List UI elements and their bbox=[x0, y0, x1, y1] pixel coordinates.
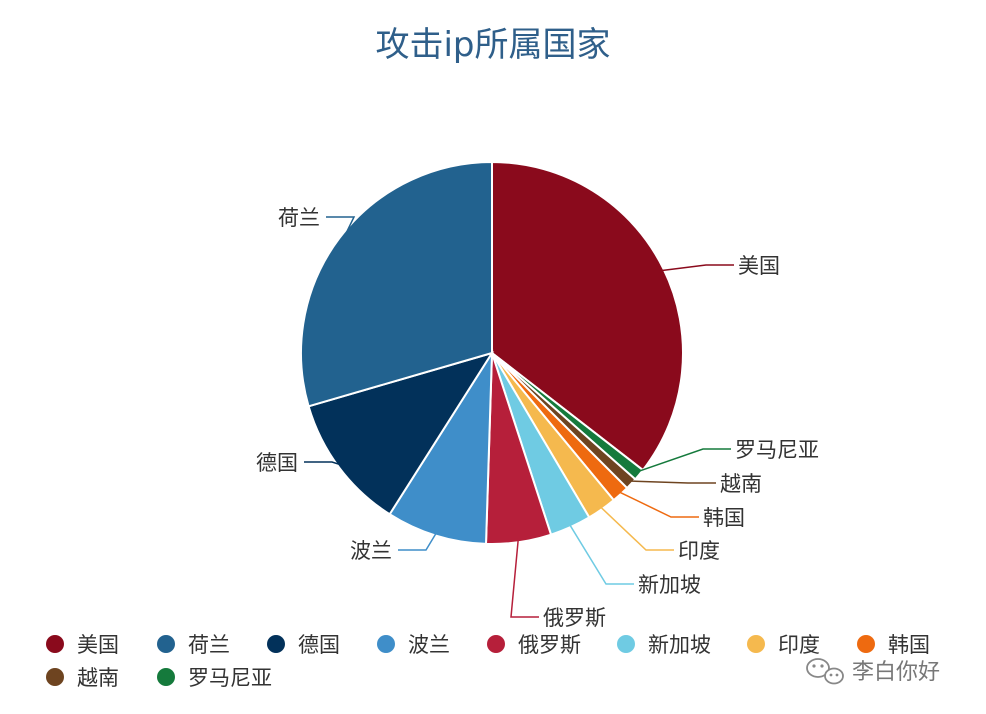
legend-item[interactable]: 印度 bbox=[747, 633, 820, 657]
leader-line bbox=[510, 538, 539, 618]
legend-marker bbox=[46, 635, 64, 653]
legend-item[interactable]: 俄罗斯 bbox=[487, 633, 581, 657]
watermark-text: 李白你好 bbox=[852, 660, 940, 685]
slice-label: 新加坡 bbox=[638, 573, 701, 597]
legend-label: 越南 bbox=[77, 666, 119, 690]
legend-item[interactable]: 新加坡 bbox=[617, 633, 711, 657]
legend-label: 罗马尼亚 bbox=[188, 666, 272, 690]
pie-slice bbox=[491, 160, 684, 472]
legend-item[interactable]: 罗马尼亚 bbox=[157, 666, 272, 690]
legend-label: 美国 bbox=[77, 633, 119, 657]
legend-label: 德国 bbox=[298, 633, 340, 657]
legend-item[interactable]: 波兰 bbox=[377, 633, 450, 657]
leader-line bbox=[659, 264, 734, 272]
legend-marker bbox=[157, 668, 175, 686]
legend-label: 荷兰 bbox=[188, 633, 230, 657]
slice-label: 波兰 bbox=[350, 539, 392, 563]
legend-marker bbox=[377, 635, 395, 653]
slice-label: 越南 bbox=[720, 472, 762, 496]
legend-label: 韩国 bbox=[888, 633, 930, 657]
slice-label: 荷兰 bbox=[278, 206, 320, 230]
leader-line bbox=[398, 531, 438, 551]
legend-item[interactable]: 荷兰 bbox=[157, 633, 230, 657]
slice-label: 印度 bbox=[678, 539, 720, 563]
leader-line bbox=[599, 505, 674, 551]
slice-label: 俄罗斯 bbox=[543, 606, 606, 630]
legend-item[interactable]: 越南 bbox=[46, 666, 119, 690]
pie-slices bbox=[300, 160, 684, 545]
wechat-icon bbox=[806, 658, 844, 685]
leader-line bbox=[628, 480, 716, 484]
slice-label: 韩国 bbox=[703, 506, 745, 530]
legend-marker bbox=[46, 668, 64, 686]
legend-marker bbox=[267, 635, 285, 653]
chart-title: 攻击ip所属国家 bbox=[375, 25, 610, 65]
legend-marker bbox=[157, 635, 175, 653]
legend-marker bbox=[617, 635, 635, 653]
leader-line bbox=[326, 216, 356, 242]
leader-line bbox=[617, 490, 699, 518]
slice-label: 美国 bbox=[738, 254, 780, 278]
legend-item[interactable]: 韩国 bbox=[857, 633, 930, 657]
legend-label: 新加坡 bbox=[648, 633, 711, 657]
watermark: 李白你好 bbox=[806, 658, 940, 685]
slice-leader-lines bbox=[304, 216, 734, 618]
legend-item[interactable]: 美国 bbox=[46, 633, 119, 657]
legend-label: 俄罗斯 bbox=[518, 633, 581, 657]
legend-marker bbox=[487, 635, 505, 653]
slice-label: 德国 bbox=[256, 451, 298, 475]
leader-line bbox=[568, 523, 634, 585]
legend-marker bbox=[857, 635, 875, 653]
leader-line bbox=[635, 448, 731, 473]
leader-line bbox=[304, 461, 343, 466]
slice-label: 罗马尼亚 bbox=[735, 438, 819, 462]
legend-marker bbox=[747, 635, 765, 653]
pie-slice bbox=[300, 160, 493, 408]
legend-item[interactable]: 德国 bbox=[267, 633, 340, 657]
legend-label: 波兰 bbox=[408, 633, 450, 657]
legend-label: 印度 bbox=[778, 633, 820, 657]
pie-slice bbox=[388, 349, 494, 545]
